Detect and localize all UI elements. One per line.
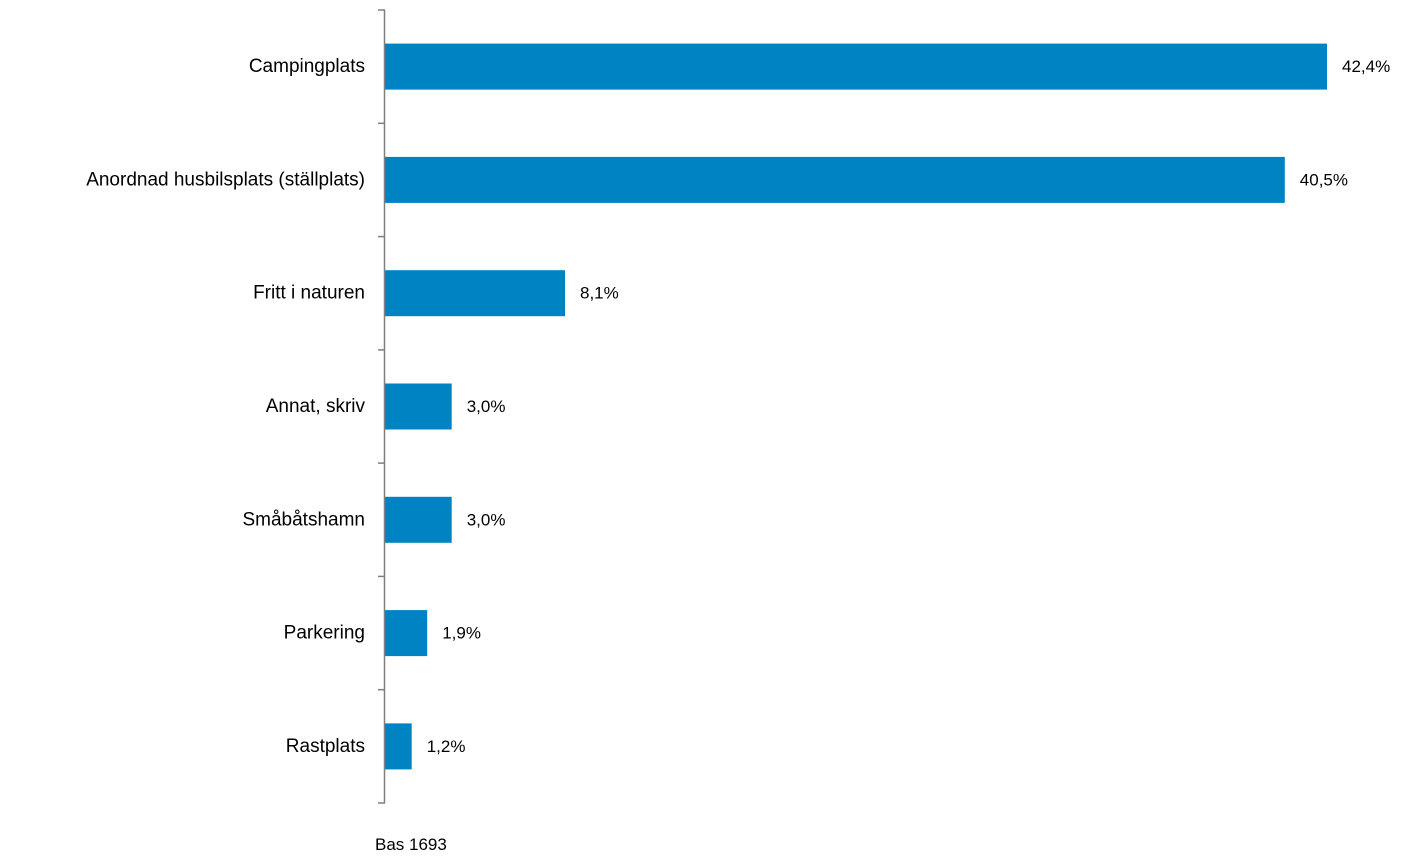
data-label: 1,2% [427, 737, 466, 756]
data-label: 3,0% [467, 510, 506, 529]
category-label: Rastplats [286, 736, 365, 757]
data-label: 42,4% [1342, 57, 1390, 76]
category-label: Fritt i naturen [253, 283, 365, 304]
bar [385, 270, 565, 317]
bars-layer [385, 43, 1327, 770]
category-label: Annat, skriv [266, 396, 366, 417]
category-label: Anordnad husbilsplats (ställplats) [86, 169, 365, 190]
bar [385, 156, 1285, 203]
category-label: Campingplats [249, 56, 365, 77]
labels-layer: 42,4% Campingplats 40,5% Anordnad husbilspl… [86, 56, 1390, 757]
data-label: 8,1% [580, 284, 619, 303]
category-label: Parkering [284, 623, 365, 644]
bar [385, 43, 1327, 90]
bar [385, 496, 452, 543]
bar [385, 383, 452, 430]
base-footnote: Bas 1693 [375, 835, 447, 854]
category-label: Småbåtshamn [242, 509, 365, 530]
category-axis [378, 9, 386, 804]
bar [385, 723, 412, 770]
data-label: 40,5% [1300, 170, 1348, 189]
data-label: 1,9% [442, 624, 481, 643]
bar [385, 610, 428, 657]
data-label: 3,0% [467, 397, 506, 416]
